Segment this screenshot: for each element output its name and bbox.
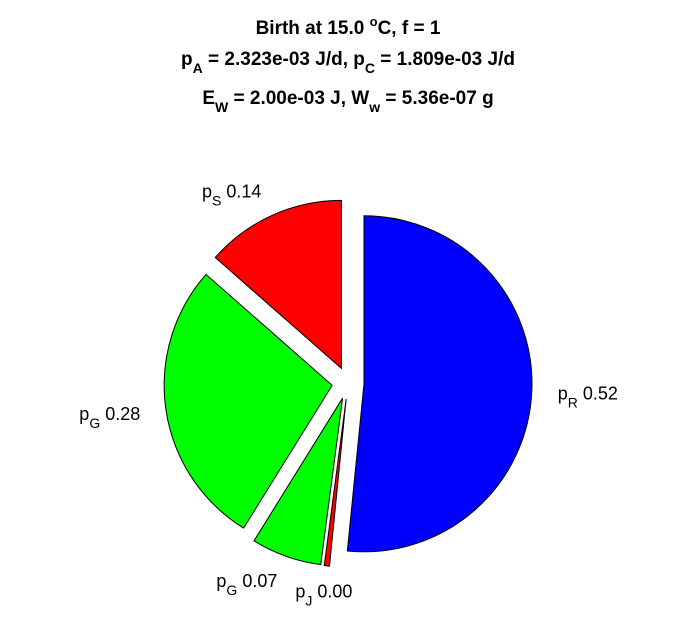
slice-label-2: pG 0.07 — [216, 571, 277, 598]
title-line-3: EW = 2.00e-03 J, Ww = 5.36e-07 g — [202, 88, 493, 115]
pie-slice-1 — [323, 398, 347, 567]
title-line-2: pA = 2.323e-03 J/d, pC = 1.809e-03 J/d — [181, 49, 515, 76]
slice-label-1: pJ 0.00 — [295, 582, 352, 609]
slice-label-4: pS 0.14 — [202, 182, 261, 209]
pie-slice-3 — [163, 273, 333, 529]
pie-slice-2 — [253, 397, 344, 566]
title-line-1: Birth at 15.0 oC, f = 1 — [256, 14, 441, 39]
pie-labels: pR 0.52 pJ 0.00 pG 0.07 pG 0.28 pS 0.14 — [79, 182, 618, 609]
pie-slice-4 — [214, 199, 342, 370]
slice-label-3: pG 0.28 — [79, 404, 140, 431]
chart-title: Birth at 15.0 oC, f = 1 pA = 2.323e-03 J/… — [181, 14, 515, 115]
slice-label-0: pR 0.52 — [558, 383, 618, 410]
pie-slices — [163, 199, 533, 567]
pie-slice-0 — [346, 215, 533, 553]
